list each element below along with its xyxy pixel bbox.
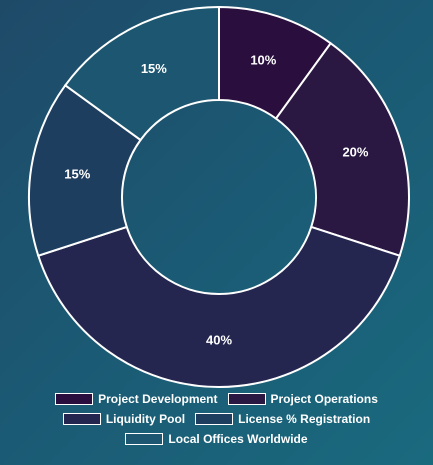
slice-label-license-registration: 15% <box>64 167 90 182</box>
legend: Project Development Project Operations L… <box>0 392 433 446</box>
legend-label-liquidity-pool: Liquidity Pool <box>105 412 186 426</box>
legend-row-2: Liquidity Pool License % Registration <box>0 412 433 426</box>
slice-local-offices-worldwide[interactable] <box>63 5 220 142</box>
legend-label-local-offices: Local Offices Worldwide <box>168 432 308 446</box>
slice-label-local-offices-worldwide: 15% <box>141 61 167 76</box>
legend-item-project-development[interactable]: Project Development <box>55 392 218 406</box>
legend-item-project-operations[interactable]: Project Operations <box>227 392 378 406</box>
legend-swatch-liquidity-pool <box>62 413 101 425</box>
slice-label-liquidity-pool: 40% <box>206 333 232 348</box>
slice-project-operations[interactable] <box>274 41 410 257</box>
legend-item-local-offices[interactable]: Local Offices Worldwide <box>125 432 308 446</box>
legend-label-project-development: Project Development <box>98 392 218 406</box>
legend-swatch-license-registration <box>195 413 234 425</box>
legend-swatch-local-offices <box>125 433 164 445</box>
legend-row-3: Local Offices Worldwide <box>0 432 433 446</box>
legend-label-project-operations: Project Operations <box>270 392 378 406</box>
legend-swatch-project-development <box>55 393 94 405</box>
slice-liquidity-pool[interactable] <box>37 225 401 388</box>
legend-item-license-registration[interactable]: License % Registration <box>195 412 370 426</box>
legend-row-1: Project Development Project Operations <box>0 392 433 406</box>
legend-swatch-project-operations <box>227 393 266 405</box>
slice-label-project-development: 10% <box>250 53 276 68</box>
legend-label-license-registration: License % Registration <box>238 412 371 426</box>
slice-label-project-operations: 20% <box>342 145 368 160</box>
legend-item-liquidity-pool[interactable]: Liquidity Pool <box>62 412 186 426</box>
